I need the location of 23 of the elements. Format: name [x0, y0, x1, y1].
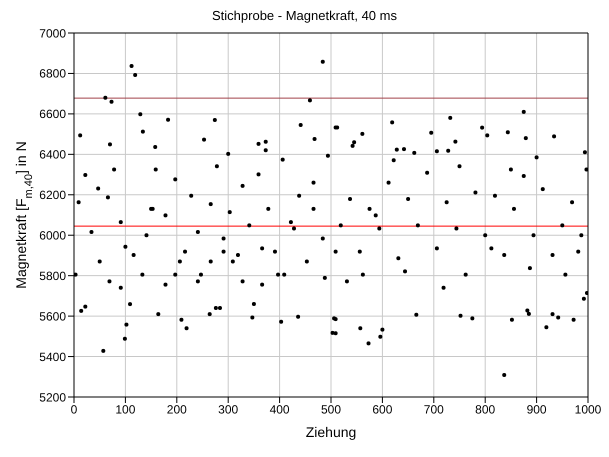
y-tick-label: 6800 — [39, 66, 66, 81]
y-tick-label: 5800 — [39, 268, 66, 283]
y-tick-label: 6600 — [39, 107, 66, 122]
x-tick-label: 900 — [526, 402, 547, 417]
y-tick-label: 6000 — [39, 228, 66, 242]
x-tick-label: 500 — [320, 402, 342, 417]
x-tick-label: 400 — [270, 402, 290, 417]
y-tick-label: 6200 — [39, 188, 66, 202]
x-tick-label: 300 — [218, 402, 239, 417]
y-tick-label: 5200 — [39, 390, 66, 404]
y-tick-label: 5400 — [39, 350, 66, 364]
y-tick-label: 5600 — [39, 309, 66, 324]
x-tick-label: 0 — [70, 402, 78, 417]
x-tick-label: 1000 — [574, 402, 602, 417]
y-tick-label: 6400 — [39, 148, 66, 162]
x-tick-label: 200 — [166, 402, 188, 417]
x-tick-label: 700 — [424, 402, 444, 417]
x-axis-title: Ziehung — [306, 424, 356, 440]
x-tick-label: 600 — [372, 402, 393, 417]
x-tick-label: 100 — [115, 402, 136, 417]
x-tick-label: 800 — [475, 402, 496, 417]
y-tick-label: 7000 — [39, 26, 66, 40]
chart-title: Stichprobe - Magnetkraft, 40 ms — [211, 8, 398, 25]
